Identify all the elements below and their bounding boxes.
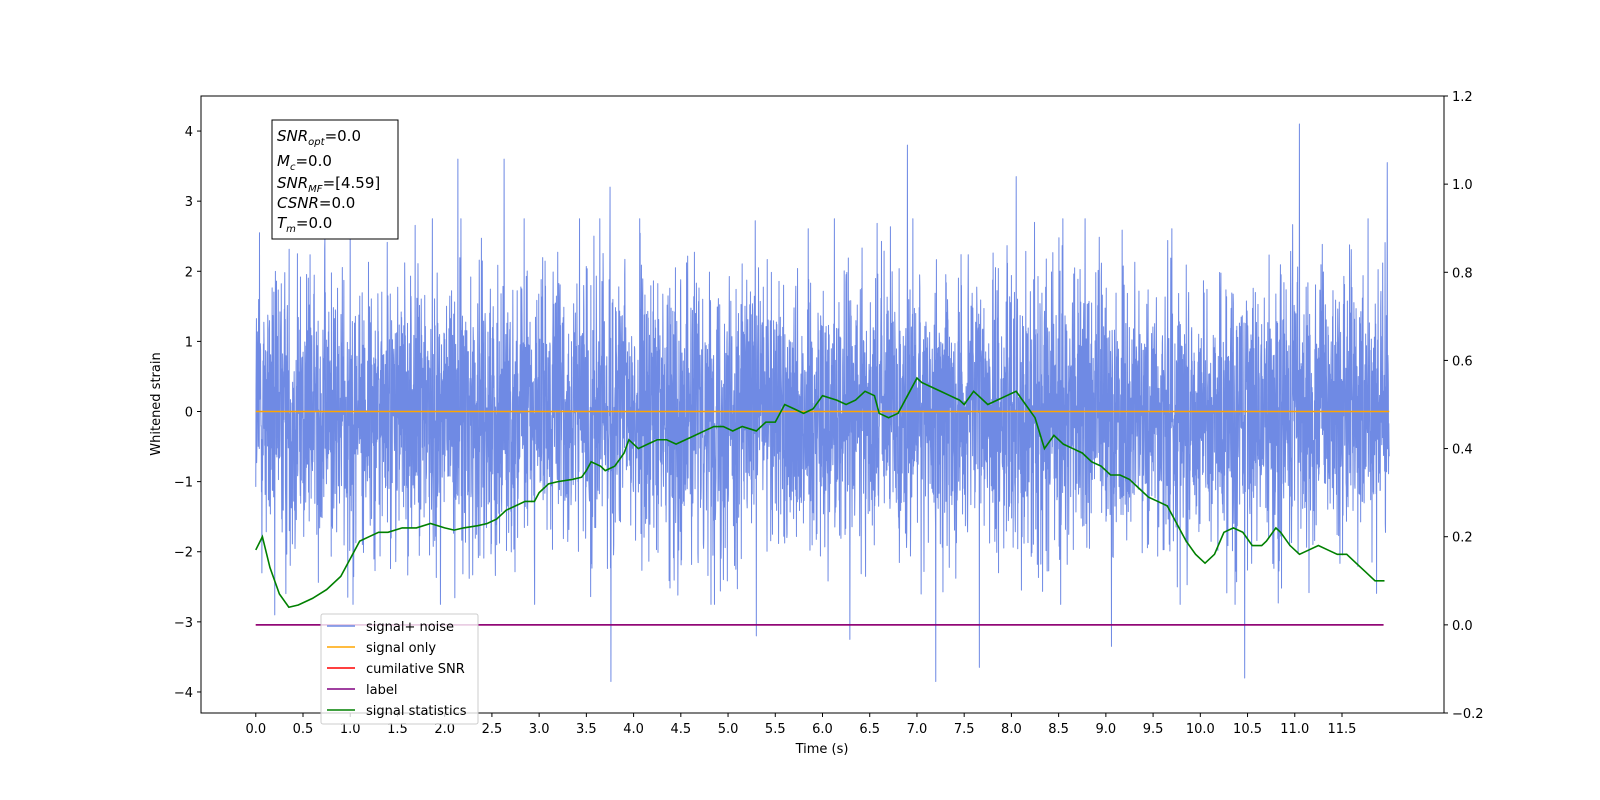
x-tick-label: 8.5 bbox=[1048, 722, 1069, 737]
x-tick-label: 7.0 bbox=[907, 722, 928, 737]
x-tick-label: 4.5 bbox=[670, 722, 691, 737]
legend: signal+ noise signal only cumilative SNR la… bbox=[320, 613, 479, 725]
x-tick-label: 9.5 bbox=[1143, 722, 1164, 737]
x-tick-label: 1.0 bbox=[340, 722, 361, 737]
legend-label: label bbox=[366, 683, 397, 698]
x-tick-label: 6.0 bbox=[812, 722, 833, 737]
stats-line: Mc=0.0 bbox=[277, 152, 332, 173]
x-axis-label: Time (s) bbox=[795, 742, 849, 757]
y2-tick-label: 1.0 bbox=[1452, 178, 1473, 193]
series-signal-statistics bbox=[255, 376, 1385, 609]
x-tick-label: 11.0 bbox=[1280, 722, 1309, 737]
y-axis-label: Whitened strain bbox=[149, 352, 164, 455]
stats-box-frame bbox=[271, 119, 399, 240]
x-tick-label: 8.0 bbox=[1001, 722, 1022, 737]
y-tick-label: −4 bbox=[174, 686, 193, 701]
stats-line: SNRopt=0.0 bbox=[277, 127, 361, 148]
y-tick-label: −1 bbox=[174, 476, 193, 491]
y2-tick-label: 1.2 bbox=[1452, 90, 1473, 105]
x-tick-label: 4.0 bbox=[623, 722, 644, 737]
y2-tick-label: −0.2 bbox=[1452, 707, 1484, 722]
y-tick-label: −2 bbox=[174, 546, 193, 561]
y-tick-label: 4 bbox=[185, 125, 193, 140]
y2-tick-label: 0.2 bbox=[1452, 531, 1473, 546]
y2-tick-label: 0.8 bbox=[1452, 266, 1473, 281]
x-tick-label: 0.0 bbox=[245, 722, 266, 737]
stats-line: CSNR=0.0 bbox=[277, 194, 355, 212]
legend-frame bbox=[320, 613, 479, 725]
x-tick-label: 2.0 bbox=[434, 722, 455, 737]
y2-tick-label: 0.6 bbox=[1452, 354, 1473, 369]
stats-line: SNRMF=[4.59] bbox=[277, 174, 380, 195]
x-tick-label: 1.5 bbox=[387, 722, 408, 737]
x-tick-label: 11.5 bbox=[1328, 722, 1357, 737]
legend-label: cumilative SNR bbox=[366, 662, 465, 677]
x-tick-label: 3.5 bbox=[576, 722, 597, 737]
y-tick-label: 0 bbox=[185, 406, 193, 421]
x-tick-label: 9.0 bbox=[1096, 722, 1117, 737]
legend-label: signal only bbox=[366, 641, 436, 656]
y-tick-label: 2 bbox=[185, 265, 193, 280]
axes: 0.0 0.5 1.0 1.5 2.0 2.5 3.0 3.5 4.0 4.5 5.0 5.5 6.0 6… bbox=[174, 90, 1484, 737]
x-tick-label: 6.5 bbox=[859, 722, 880, 737]
x-tick-label: 10.5 bbox=[1233, 722, 1262, 737]
y2-tick-label: 0.0 bbox=[1452, 619, 1473, 634]
x-tick-label: 10.0 bbox=[1186, 722, 1215, 737]
y-tick-label: 3 bbox=[185, 195, 193, 210]
y-tick-label: −3 bbox=[174, 616, 193, 631]
x-tick-label: 7.5 bbox=[954, 722, 975, 737]
x-tick-label: 2.5 bbox=[482, 722, 503, 737]
x-tick-label: 3.0 bbox=[529, 722, 550, 737]
legend-label: signal+ noise bbox=[366, 620, 454, 635]
stats-line: Tm=0.0 bbox=[277, 214, 332, 235]
series-signal-noise bbox=[255, 123, 1390, 682]
x-tick-label: 0.5 bbox=[293, 722, 314, 737]
x-tick-label: 5.0 bbox=[718, 722, 739, 737]
x-tick-label: 5.5 bbox=[765, 722, 786, 737]
y2-tick-label: 0.4 bbox=[1452, 443, 1473, 458]
legend-label: signal statistics bbox=[366, 704, 467, 719]
y-tick-label: 1 bbox=[185, 335, 193, 350]
